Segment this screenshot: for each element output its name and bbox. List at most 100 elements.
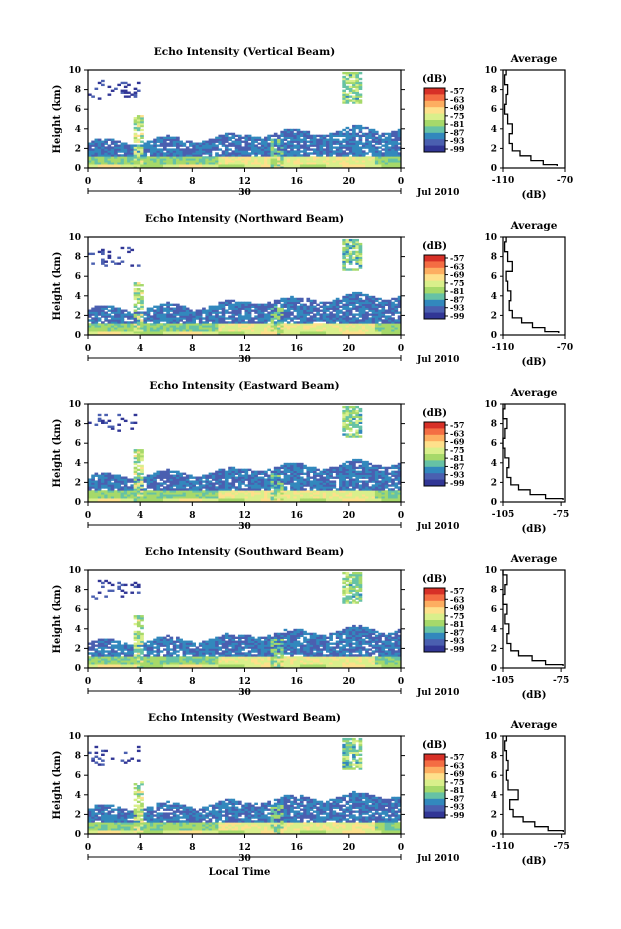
heatmap-cell bbox=[114, 262, 118, 265]
heatmap-cell bbox=[387, 132, 392, 136]
heatmap-cell bbox=[192, 323, 196, 326]
heatmap-cell bbox=[244, 142, 249, 145]
heatmap-cell bbox=[361, 490, 366, 493]
heatmap-cell bbox=[136, 482, 141, 485]
heatmap-cell bbox=[162, 148, 167, 151]
heatmap-cell bbox=[355, 152, 360, 155]
heatmap-cell bbox=[133, 492, 138, 495]
heatmap-cell bbox=[153, 144, 157, 147]
heatmap-cell bbox=[215, 311, 219, 314]
heatmap-cell bbox=[397, 132, 402, 136]
heatmap-cell bbox=[215, 486, 219, 489]
heatmap-cell bbox=[355, 470, 360, 473]
heatmap-cell bbox=[114, 148, 118, 151]
heatmap-cell bbox=[283, 146, 288, 149]
heatmap-cell bbox=[358, 154, 363, 157]
heatmap-cell bbox=[273, 466, 278, 470]
heatmap-cell bbox=[172, 144, 177, 147]
heatmap-cell bbox=[195, 500, 200, 503]
heatmap-cell bbox=[352, 319, 356, 322]
heatmap-cell bbox=[316, 480, 320, 483]
y-tick-label: 10 bbox=[68, 66, 81, 76]
heatmap-cell bbox=[322, 307, 327, 310]
heatmap-cell bbox=[211, 333, 216, 336]
colorbar-tick-label: -93 bbox=[450, 303, 465, 313]
heatmap-cell bbox=[123, 492, 128, 495]
heatmap-cell bbox=[123, 95, 128, 98]
heatmap-cell bbox=[352, 244, 356, 248]
heatmap-cell bbox=[387, 496, 392, 499]
heatmap-cell bbox=[299, 476, 304, 479]
heatmap-cell bbox=[224, 158, 229, 161]
heatmap-cell bbox=[153, 490, 157, 493]
panel-title: Echo Intensity (Northward Beam) bbox=[145, 213, 344, 225]
heatmap-cell bbox=[189, 140, 193, 143]
heatmap-cell bbox=[335, 132, 340, 136]
heatmap-cell bbox=[273, 311, 278, 314]
heatmap-cell bbox=[146, 323, 151, 326]
heatmap-cell bbox=[228, 486, 232, 489]
heatmap-cell bbox=[224, 333, 229, 336]
heatmap-cell bbox=[342, 421, 346, 424]
heatmap-cell bbox=[172, 478, 177, 481]
heatmap-cell bbox=[136, 264, 141, 267]
heatmap-cell bbox=[306, 323, 311, 326]
x-tick-label: 20 bbox=[343, 344, 356, 354]
heatmap-cell bbox=[394, 472, 399, 475]
heatmap-cell bbox=[342, 484, 346, 487]
heatmap-cell bbox=[355, 325, 360, 328]
heatmap-cell bbox=[189, 142, 193, 145]
heatmap-cell bbox=[368, 327, 373, 330]
heatmap-cell bbox=[286, 470, 291, 473]
heatmap-cell bbox=[182, 154, 187, 157]
heatmap-cell bbox=[97, 474, 102, 477]
heatmap-cell bbox=[280, 482, 285, 485]
heatmap-cell bbox=[391, 329, 395, 332]
heatmap-cell bbox=[348, 71, 353, 75]
heatmap-cell bbox=[355, 140, 360, 143]
heatmap-cell bbox=[306, 466, 311, 470]
heatmap-cell bbox=[101, 260, 105, 263]
heatmap-cell bbox=[179, 140, 183, 143]
heatmap-cell bbox=[130, 150, 135, 153]
heatmap-cell bbox=[371, 466, 376, 470]
heatmap-cell bbox=[361, 299, 366, 303]
heatmap-cell bbox=[309, 327, 314, 330]
heatmap-cell bbox=[228, 500, 232, 503]
heatmap-cell bbox=[270, 484, 275, 487]
heatmap-cell bbox=[257, 470, 262, 473]
heatmap-cell bbox=[348, 250, 353, 254]
heatmap-cell bbox=[342, 305, 346, 308]
heatmap-cell bbox=[88, 484, 92, 487]
heatmap-cell bbox=[133, 117, 138, 120]
heatmap-cell bbox=[335, 164, 340, 167]
heatmap-cell bbox=[348, 256, 353, 259]
heatmap-cell bbox=[176, 158, 180, 161]
heatmap-cell bbox=[361, 496, 366, 499]
colorbar-tick-label: -87 bbox=[450, 127, 464, 137]
heatmap-cell bbox=[172, 162, 177, 165]
heatmap-cell bbox=[146, 311, 151, 314]
heatmap-cell bbox=[342, 238, 346, 242]
heatmap-cell bbox=[348, 482, 353, 485]
profile-y-tick-label: 4 bbox=[491, 125, 497, 135]
heatmap-cell bbox=[397, 500, 402, 503]
heatmap-cell bbox=[244, 492, 249, 495]
heatmap-cell bbox=[169, 319, 174, 322]
heatmap-cell bbox=[273, 301, 278, 305]
heatmap-cell bbox=[97, 486, 102, 489]
heatmap-cell bbox=[355, 71, 360, 75]
heatmap-cell bbox=[104, 158, 108, 161]
heatmap-cell bbox=[94, 160, 99, 163]
heatmap-cell bbox=[267, 488, 271, 491]
heatmap-cell bbox=[117, 476, 121, 479]
heatmap-cell bbox=[97, 500, 102, 503]
heatmap-cell bbox=[94, 311, 99, 314]
heatmap-cell bbox=[205, 478, 210, 481]
heatmap-cell bbox=[244, 321, 249, 324]
heatmap-cell bbox=[189, 319, 193, 322]
heatmap-cell bbox=[267, 148, 271, 151]
heatmap-cell bbox=[342, 144, 346, 147]
heatmap-cell bbox=[267, 315, 271, 318]
heatmap-cell bbox=[202, 140, 206, 143]
